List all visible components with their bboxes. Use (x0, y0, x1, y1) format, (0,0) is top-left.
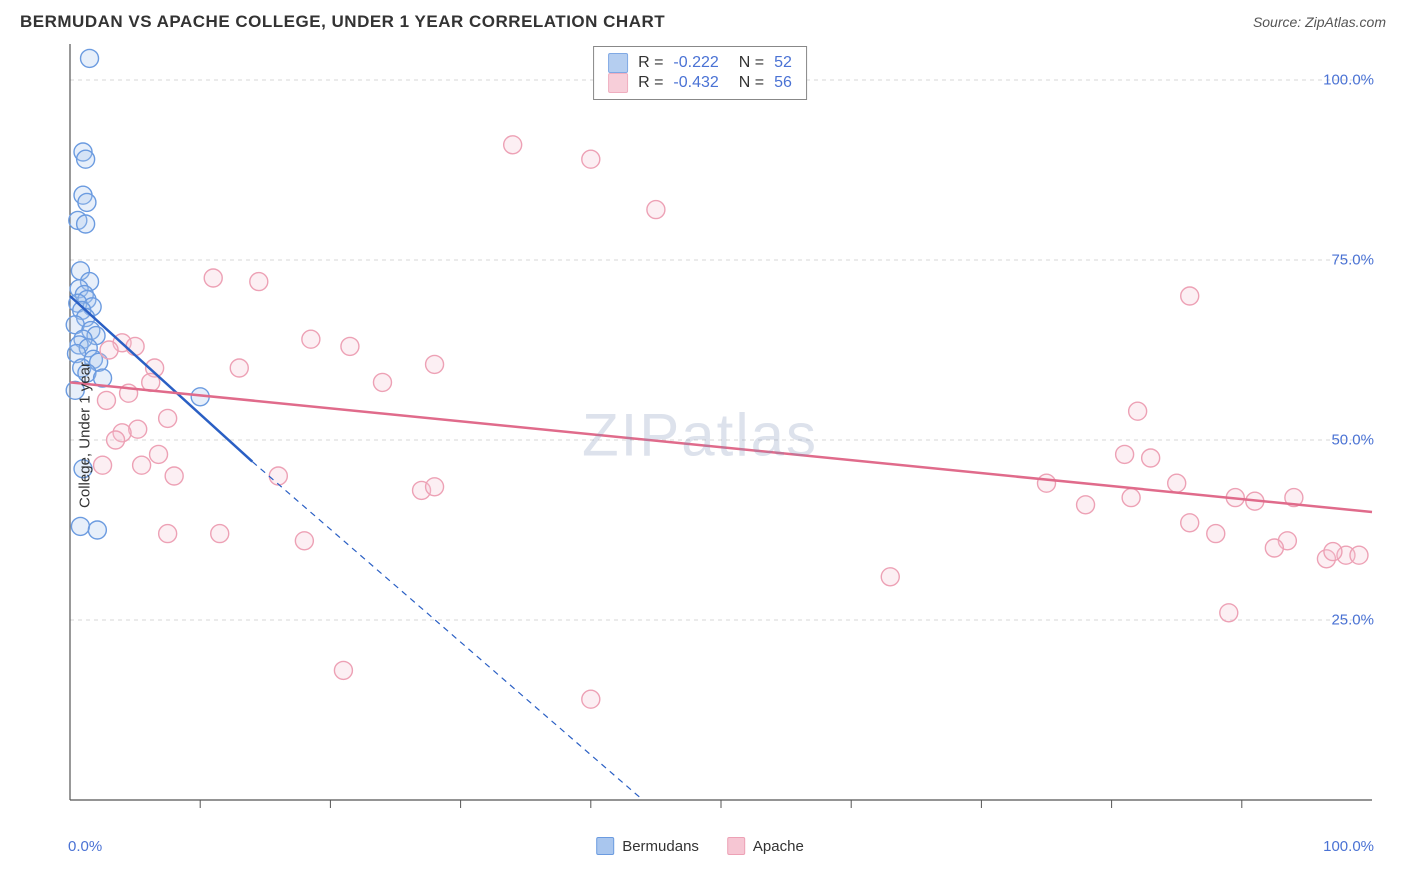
r-value: -0.222 (673, 54, 718, 72)
legend-label: Apache (753, 838, 804, 855)
chart-title: BERMUDAN VS APACHE COLLEGE, UNDER 1 YEAR… (20, 12, 665, 32)
y-tick-label: 50.0% (1331, 432, 1374, 449)
legend-swatch (596, 837, 614, 855)
y-tick-label: 25.0% (1331, 612, 1374, 629)
source-name: ZipAtlas.com (1305, 14, 1386, 30)
source-attribution: Source: ZipAtlas.com (1253, 14, 1386, 30)
stats-swatch (608, 73, 628, 93)
source-prefix: Source: (1253, 14, 1305, 30)
stats-swatch (608, 53, 628, 73)
n-value: 56 (774, 74, 792, 92)
legend-swatch (727, 837, 745, 855)
chart-header: BERMUDAN VS APACHE COLLEGE, UNDER 1 YEAR… (0, 0, 1406, 40)
x-tick-min: 0.0% (68, 838, 102, 855)
n-value: 52 (774, 54, 792, 72)
scatter-chart: College, Under 1 year ZIPatlas R = -0.22… (20, 40, 1380, 830)
r-label: R = (638, 74, 663, 92)
legend-item: Apache (727, 837, 804, 855)
stats-row: R = -0.222 N = 52 (608, 53, 792, 73)
correlation-stats-box: R = -0.222 N = 52 R = -0.432 N = 56 (593, 46, 807, 100)
y-tick-label: 75.0% (1331, 252, 1374, 269)
n-label: N = (739, 54, 764, 72)
n-label: N = (739, 74, 764, 92)
series-legend: Bermudans Apache (596, 837, 804, 855)
y-axis-label: College, Under 1 year (76, 362, 93, 508)
r-value: -0.432 (673, 74, 718, 92)
legend-item: Bermudans (596, 837, 699, 855)
y-tick-label: 100.0% (1323, 72, 1374, 89)
r-label: R = (638, 54, 663, 72)
x-tick-max: 100.0% (1323, 838, 1374, 855)
chart-canvas (20, 40, 1380, 830)
legend-label: Bermudans (622, 838, 699, 855)
stats-row: R = -0.432 N = 56 (608, 73, 792, 93)
